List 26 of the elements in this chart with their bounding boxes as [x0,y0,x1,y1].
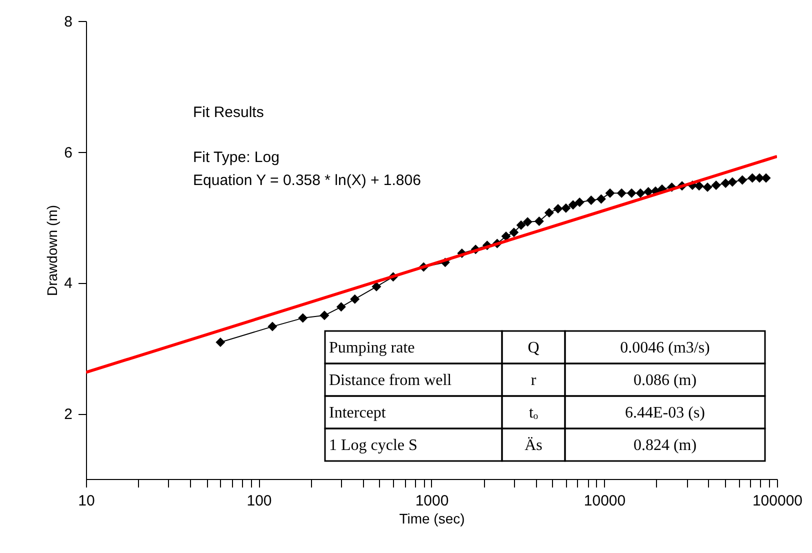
y-tick-label: 8 [64,14,72,30]
annotation: Equation Y = 0.358 * ln(X) + 1.806 [193,172,421,189]
annotation: r [530,372,537,389]
y-axis-title: Drawdown (m) [44,204,60,296]
annotation: Fit Type: Log [193,149,280,166]
annotation: Äs [524,436,542,454]
x-tick-label: 10000 [584,492,626,510]
annotation: 6.44E-03 (s) [625,404,705,422]
annotation: 0.086 (m) [633,372,697,389]
annotation: 0.0046 (m3/s) [620,339,710,356]
annotation: 1 Log cycle S [329,436,418,454]
y-tick-label: 4 [64,275,72,292]
annotation: Fit Results [193,104,264,121]
y-tick-label: 6 [64,144,72,162]
annotation: Q [528,339,540,356]
x-tick-label: 10 [78,492,95,510]
x-tick-label: 1000 [415,492,449,510]
x-axis-title: Time (sec) [399,510,465,526]
annotation: Pumping rate [329,339,415,356]
annotation: tₒ [528,404,538,422]
y-tick-label: 2 [64,406,72,424]
annotation: Distance from well [329,372,452,389]
annotation: 0.824 (m) [633,436,697,454]
annotation: Intercept [329,404,386,422]
x-tick-label: 100 [246,492,272,510]
x-tick-label: 100000 [752,492,803,510]
